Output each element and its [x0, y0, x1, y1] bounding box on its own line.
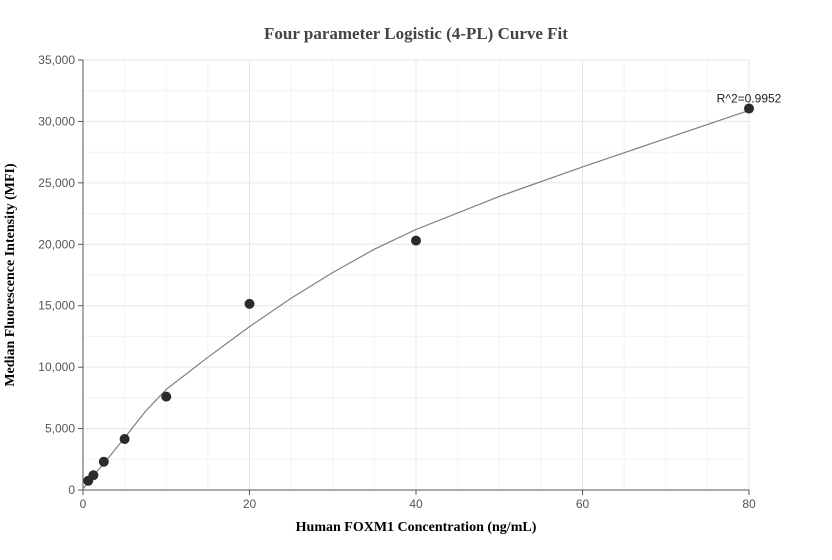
data-point — [119, 434, 130, 445]
x-tick-label: 20 — [243, 497, 257, 511]
y-tick-label: 30,000 — [38, 114, 75, 128]
x-tick-label: 40 — [409, 497, 423, 511]
y-tick-label: 0 — [68, 483, 75, 497]
data-point — [161, 391, 172, 402]
x-tick-label: 60 — [576, 497, 590, 511]
data-point — [744, 103, 754, 114]
y-tick-label: 5,000 — [45, 422, 75, 436]
y-tick-label: 35,000 — [38, 53, 75, 67]
y-axis-title: Median Fluorescence Intensity (MFI) — [3, 163, 18, 387]
data-point — [88, 470, 99, 481]
data-point — [98, 456, 109, 467]
x-axis-title: Human FOXM1 Concentration (ng/mL) — [296, 520, 537, 535]
fit-curve — [82, 109, 750, 490]
chart-title: Four parameter Logistic (4-PL) Curve Fit — [264, 24, 568, 43]
data-point — [244, 298, 255, 309]
axes — [78, 59, 750, 495]
y-tick-label: 25,000 — [38, 176, 75, 190]
data-points — [83, 103, 754, 486]
data-point — [411, 235, 421, 246]
grid-lines — [83, 59, 750, 490]
y-tick-label: 15,000 — [38, 299, 75, 313]
r-squared-annotation: R^2=0.9952 — [717, 92, 782, 106]
x-tick-label: 80 — [742, 497, 756, 511]
y-tick-label: 20,000 — [38, 237, 75, 251]
y-tick-label: 10,000 — [38, 360, 75, 374]
x-tick-label: 0 — [80, 497, 87, 511]
tick-labels: 0 20 40 60 80 0 5,000 10,000 15,000 20,000 25,000 3… — [38, 53, 756, 511]
